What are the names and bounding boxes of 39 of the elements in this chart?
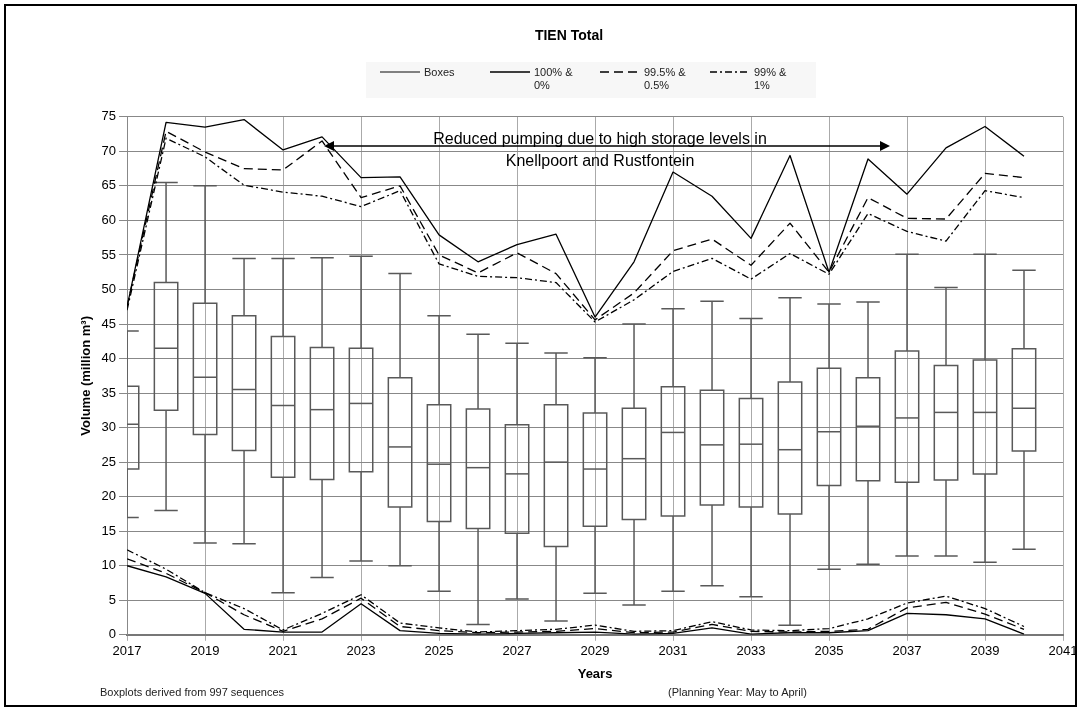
y-tick-label: 10 xyxy=(101,557,117,573)
y-tick-label: 45 xyxy=(101,315,117,331)
x-tick-label: 2027 xyxy=(502,643,532,659)
y-tick-label: 20 xyxy=(101,488,117,504)
annotation: Reduced pumping due to high storage levels in Knellpoort and Rustfontein xyxy=(432,129,768,171)
chart-title: TIEN Total xyxy=(534,27,604,44)
y-tick-label: 40 xyxy=(101,350,117,366)
legend-label: 99.5% & 0.5% xyxy=(644,66,687,92)
y-tick-label: 25 xyxy=(101,453,117,469)
legend-label: Boxes xyxy=(424,66,456,79)
x-tick-label: 2023 xyxy=(346,643,376,659)
y-tick-label: 0 xyxy=(108,626,117,642)
y-tick-label: 55 xyxy=(101,246,117,262)
x-tick-label: 2019 xyxy=(190,643,220,659)
y-tick-label: 30 xyxy=(101,419,117,435)
x-tick-label: 2021 xyxy=(268,643,298,659)
x-tick-label: 2017 xyxy=(112,643,142,659)
x-axis-title: Years xyxy=(577,665,613,681)
x-tick-label: 2039 xyxy=(970,643,1000,659)
y-tick-label: 5 xyxy=(108,591,117,607)
y-axis-title: Volume (million m³) xyxy=(78,315,94,436)
x-tick-label: 2035 xyxy=(814,643,844,659)
y-tick-label: 15 xyxy=(101,522,117,538)
x-tick-label: 2025 xyxy=(424,643,454,659)
y-tick-label: 65 xyxy=(101,177,117,193)
x-tick-label: 2037 xyxy=(892,643,922,659)
y-tick-label: 50 xyxy=(101,281,117,297)
x-tick-label: 2041 xyxy=(1048,643,1078,659)
text: Boxplots derived from 997 sequences xyxy=(100,686,285,698)
y-tick-label: 60 xyxy=(101,211,117,227)
text: (Planning Year: May to April) xyxy=(668,686,807,698)
x-tick-label: 2031 xyxy=(658,643,688,659)
legend-label: 99% & 1% xyxy=(754,66,788,92)
x-tick-label: 2029 xyxy=(580,643,610,659)
y-tick-label: 70 xyxy=(101,142,117,158)
x-tick-label: 2033 xyxy=(736,643,766,659)
y-tick-label: 75 xyxy=(101,108,117,124)
legend-label: 100% & 0% xyxy=(534,66,574,92)
y-tick-label: 35 xyxy=(101,384,117,400)
